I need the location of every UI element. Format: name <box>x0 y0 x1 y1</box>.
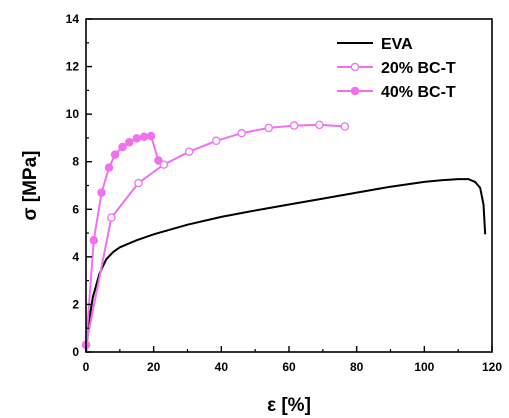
series-line-eva <box>85 178 487 353</box>
data-point-20-bc-t <box>134 178 143 188</box>
data-point-20-bc-t <box>212 136 221 146</box>
y-tick-label-0: 0 <box>72 345 79 359</box>
y-tick-label-5: 10 <box>66 107 80 121</box>
data-point-40-bc-t <box>154 156 163 165</box>
data-point-40-bc-t <box>118 142 127 152</box>
x-tick-label-2: 40 <box>215 360 229 374</box>
data-point-20-bc-t <box>315 120 324 130</box>
x-tick-label-4: 80 <box>350 360 364 374</box>
data-point-20-bc-t <box>184 147 194 156</box>
data-point-40-bc-t <box>110 150 120 159</box>
data-point-20-bc-t <box>340 122 350 131</box>
data-point-20-bc-t <box>264 123 273 133</box>
y-tick-label-1: 2 <box>72 297 79 311</box>
legend-label-40-bc-t: 40% BC-T <box>381 84 456 101</box>
data-point-20-bc-t <box>237 128 246 138</box>
legend-label-20-bc-t: 20% BC-T <box>381 60 456 77</box>
y-tick-label-7: 14 <box>66 12 80 26</box>
y-tick-label-4: 8 <box>72 155 79 169</box>
x-tick-label-5: 100 <box>414 360 434 374</box>
y-tick-label-2: 4 <box>72 250 79 264</box>
data-point-40-bc-t <box>104 163 114 172</box>
legend-label-eva: EVA <box>381 36 413 53</box>
data-point-40-bc-t <box>139 132 149 141</box>
ticks-layer: 0 20 40 60 80 100 120 0 2 4 6 8 10 12 14 <box>66 12 503 374</box>
x-axis-title: ε [%] <box>267 395 311 416</box>
y-tick-label-6: 12 <box>66 60 80 74</box>
y-tick-label-3: 6 <box>72 202 79 216</box>
data-point-40-bc-t <box>125 137 134 147</box>
data-point-20-bc-t <box>289 121 299 130</box>
data-point-40-bc-t <box>146 131 156 141</box>
y-axis-title: σ [MPa] <box>20 151 41 221</box>
data-point-40-bc-t <box>89 235 99 245</box>
legend-marker-40-bc-t <box>350 86 360 96</box>
x-tick-label-0: 0 <box>83 360 90 374</box>
data-point-20-bc-t <box>107 213 116 222</box>
x-tick-label-1: 20 <box>147 360 161 374</box>
data-point-40-bc-t <box>97 188 106 197</box>
legend-marker-20-bc-t <box>350 62 360 72</box>
legend: EVA 20% BC-T 40% BC-T <box>337 36 456 101</box>
x-tick-label-3: 60 <box>282 360 296 374</box>
x-tick-label-6: 120 <box>482 360 502 374</box>
data-point-40-bc-t <box>132 134 141 143</box>
data-point-20-bc-t <box>159 160 169 169</box>
